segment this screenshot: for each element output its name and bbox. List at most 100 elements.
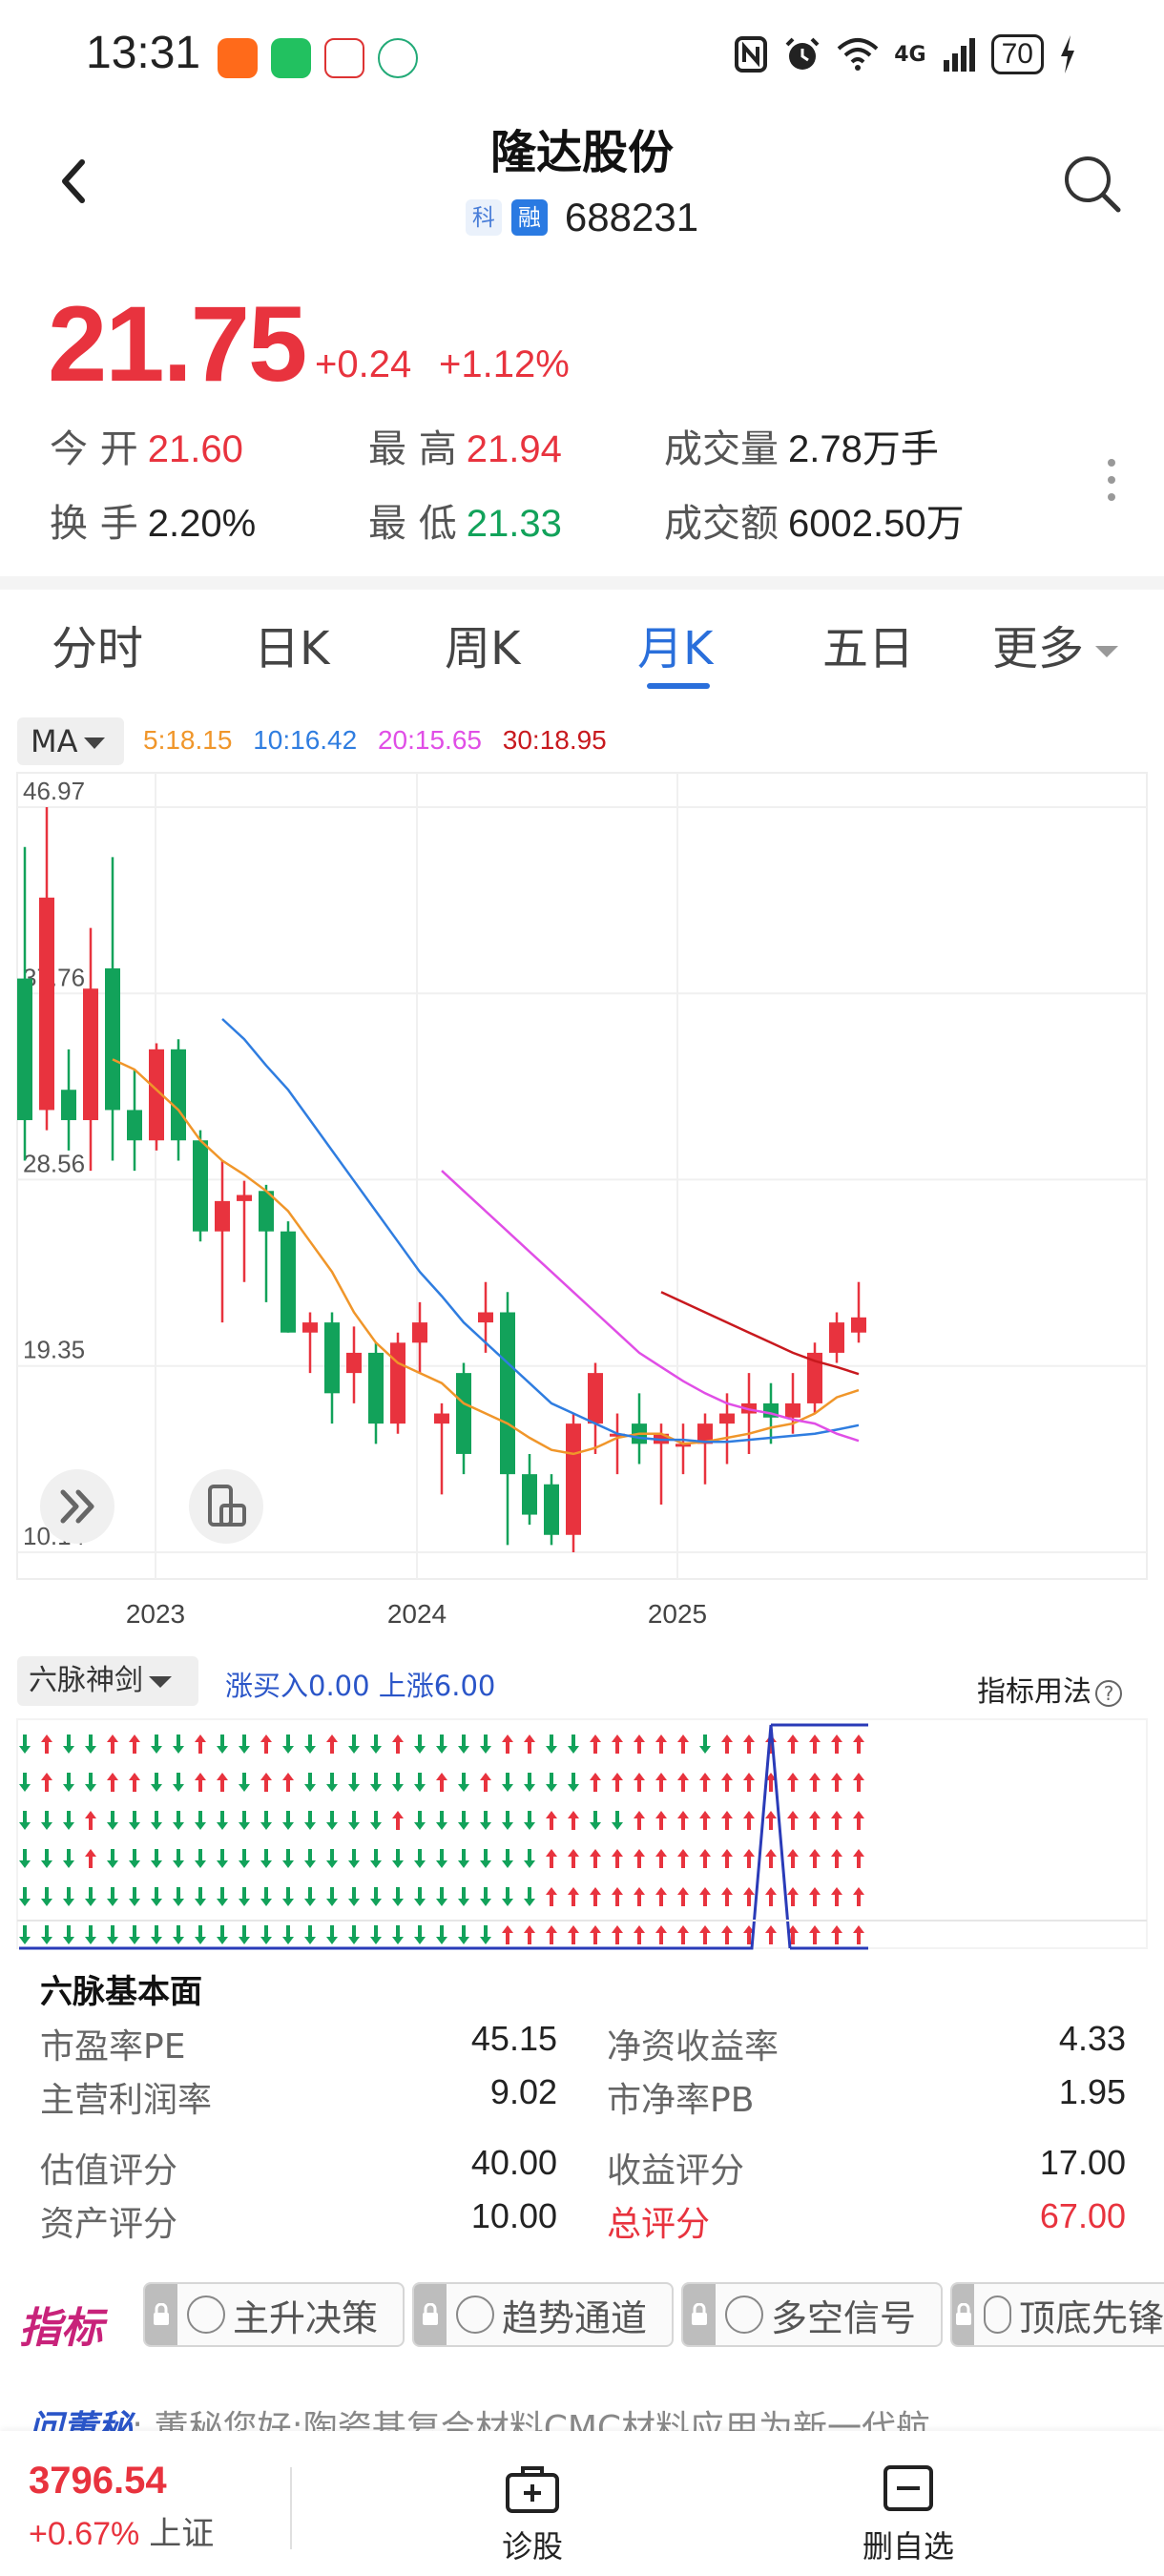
up-arrow-icon xyxy=(721,1773,733,1792)
tab-intraday[interactable]: 分时 xyxy=(52,622,144,675)
down-arrow-icon xyxy=(173,1925,184,1944)
tab-more[interactable]: 更多 xyxy=(992,611,1119,677)
candle-body xyxy=(346,1352,362,1374)
remove-watchlist-button[interactable]: 删自选 xyxy=(832,2463,985,2566)
minus-box-icon xyxy=(883,2465,933,2511)
battery-icon: 70 xyxy=(990,34,1044,74)
candle-body xyxy=(676,1444,691,1447)
up-arrow-icon xyxy=(85,1811,96,1830)
up-arrow-icon xyxy=(721,1735,733,1754)
strategy-label-1: 主升决策 xyxy=(233,2296,379,2339)
back-arrow-icon[interactable] xyxy=(53,153,92,210)
up-arrow-icon xyxy=(612,1773,623,1792)
fundamentals-divider xyxy=(17,1920,1147,1922)
ma10-line xyxy=(221,1018,860,1444)
down-arrow-icon xyxy=(173,1849,184,1868)
candle-body xyxy=(588,1373,603,1424)
up-arrow-icon xyxy=(787,1925,799,1944)
candle-body xyxy=(544,1484,559,1535)
tab-daily-k[interactable]: 日K xyxy=(254,622,330,675)
candle-body xyxy=(259,1191,274,1232)
chevron-down-icon xyxy=(1095,646,1119,657)
ma-selector[interactable]: MA xyxy=(17,717,124,765)
tab-weekly-k[interactable]: 周K xyxy=(445,622,521,675)
up-arrow-icon xyxy=(677,1773,689,1792)
up-arrow-icon xyxy=(590,1849,601,1868)
tab-more-label: 更多 xyxy=(992,622,1085,675)
down-arrow-icon xyxy=(151,1811,162,1830)
down-arrow-icon xyxy=(436,1735,447,1754)
down-arrow-icon xyxy=(151,1925,162,1944)
indicator-values: 涨买入0.00 上涨6.00 xyxy=(225,1670,496,1702)
down-arrow-icon xyxy=(195,1849,206,1868)
open-stat: 今 开 21.60 xyxy=(50,418,243,473)
down-arrow-icon xyxy=(612,1811,623,1830)
strategy-top-bottom[interactable]: 顶底先锋 xyxy=(950,2282,1164,2347)
down-arrow-icon xyxy=(502,1849,513,1868)
candle-body xyxy=(83,988,98,1121)
up-arrow-icon xyxy=(765,1811,777,1830)
down-arrow-icon xyxy=(392,1773,404,1792)
down-arrow-icon xyxy=(282,1735,294,1754)
nfc-icon xyxy=(735,36,768,73)
ma20-line xyxy=(441,1170,860,1443)
up-arrow-icon xyxy=(853,1773,864,1792)
up-arrow-icon xyxy=(699,1925,711,1944)
diagnose-button[interactable]: 诊股 xyxy=(456,2463,609,2566)
indicator-help[interactable]: 指标用法? xyxy=(977,1668,1122,1710)
indicator-selector[interactable]: 六脉神剑 xyxy=(17,1656,198,1706)
bottom-bar xyxy=(0,2431,1164,2576)
lock-icon xyxy=(145,2284,177,2345)
index-value[interactable]: 3796.54 xyxy=(29,2460,167,2502)
up-arrow-icon xyxy=(634,1773,645,1792)
up-arrow-icon xyxy=(107,1735,118,1754)
down-arrow-icon xyxy=(282,1887,294,1906)
up-arrow-icon xyxy=(809,1773,821,1792)
down-arrow-icon xyxy=(63,1887,74,1906)
tab-five-day[interactable]: 五日 xyxy=(822,622,915,675)
roe-label: 净资收益率 xyxy=(607,2027,779,2067)
more-options-icon[interactable] xyxy=(1107,458,1116,502)
signal-level-line xyxy=(771,1723,868,1950)
turnover-value: 2.20% xyxy=(147,503,257,545)
strategy-trend-channel[interactable]: 趋势通道 xyxy=(412,2282,674,2347)
strategy-main-rise[interactable]: 主升决策 xyxy=(143,2282,405,2347)
valuation-score-label: 估值评分 xyxy=(40,2151,178,2191)
candle-body xyxy=(697,1423,713,1444)
rotate-screen-button[interactable] xyxy=(189,1469,263,1544)
up-arrow-icon xyxy=(590,1773,601,1792)
up-arrow-icon xyxy=(853,1887,864,1906)
candle-body xyxy=(171,1049,186,1141)
down-arrow-icon xyxy=(348,1735,360,1754)
stock-subtitle: 科 融 688231 xyxy=(0,195,1164,240)
asset-score-label: 资产评分 xyxy=(40,2205,178,2244)
candle-body xyxy=(215,1200,230,1232)
fundamentals-title: 六脉基本面 xyxy=(40,1973,202,2011)
down-arrow-icon xyxy=(458,1925,469,1944)
wechat-icon xyxy=(271,38,311,78)
candle-body xyxy=(478,1312,493,1323)
up-arrow-icon xyxy=(831,1887,842,1906)
up-arrow-icon xyxy=(655,1735,667,1754)
down-arrow-icon xyxy=(348,1925,360,1944)
up-arrow-icon xyxy=(568,1887,579,1906)
strategy-long-short-signal[interactable]: 多空信号 xyxy=(681,2282,943,2347)
expand-button[interactable] xyxy=(40,1469,114,1544)
charging-icon xyxy=(1061,35,1074,73)
ma-legend: 5:18.15 10:16.42 20:15.65 30:18.95 xyxy=(143,725,620,756)
search-icon[interactable] xyxy=(1061,153,1122,214)
index-change[interactable]: +0.67% 上证 xyxy=(29,2507,214,2554)
amount-stat: 成交额 6002.50万 xyxy=(664,492,965,548)
down-arrow-icon xyxy=(502,1811,513,1830)
mountain-icon xyxy=(984,2296,1011,2334)
up-arrow-icon xyxy=(721,1925,733,1944)
x-tick-label: 2023 xyxy=(126,1599,185,1629)
low-value: 21.33 xyxy=(466,503,562,545)
up-arrow-icon xyxy=(655,1925,667,1944)
up-arrow-icon xyxy=(743,1849,755,1868)
up-arrow-icon xyxy=(502,1735,513,1754)
up-arrow-icon xyxy=(634,1811,645,1830)
tab-monthly-k[interactable]: 月K xyxy=(637,622,714,675)
down-arrow-icon xyxy=(524,1811,535,1830)
